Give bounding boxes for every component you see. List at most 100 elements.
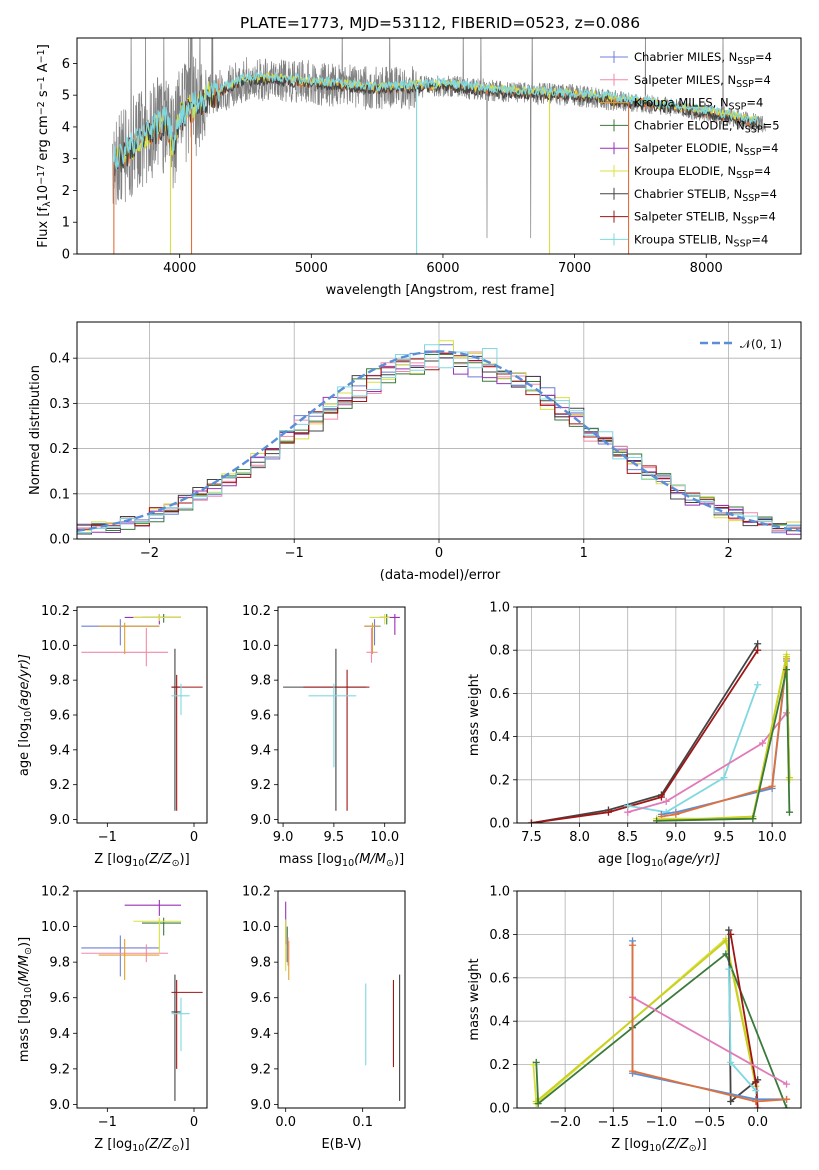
x-axis-label: (data-model)/error [380,568,501,583]
x-tick-label: −1 [98,1115,117,1130]
mass-weight-series-line [531,649,759,823]
mass-weight-series-line [631,945,787,1103]
y-axis-label: mass weight [467,958,482,1040]
mass-weight-marker [785,808,793,816]
mass-weight-marker [783,1095,791,1103]
mass-weight-marker [752,1097,760,1105]
mass-weight-marker [672,810,680,818]
y-tick-label: 9.4 [250,743,271,758]
legend-entry: Chabrier MILES, NSSP=4 [634,50,772,67]
mass-weight-series-line [632,996,788,1085]
y-tick-label: 9.6 [250,991,271,1006]
mass-weight-marker [754,640,762,648]
y-tick-label: 3 [62,152,70,167]
mass-weight-marker [720,774,728,782]
mass-weight-marker [662,797,670,805]
mass-weight-marker [749,815,757,823]
x-tick-label: −1.0 [646,1115,678,1130]
y-tick-label: 0.8 [489,928,510,943]
y-tick-label: 10.0 [41,920,70,935]
x-tick-label: 8.5 [617,830,638,845]
axes-frame [516,890,802,1109]
y-axis-label: Normed distribution [28,365,43,495]
x-tick-label: 0.0 [275,1115,296,1130]
x-tick-label: 0.0 [747,1115,768,1130]
y-tick-label: 0.3 [49,397,70,412]
y-tick-label: 9.4 [250,1027,271,1042]
x-tick-label: 5000 [295,261,328,276]
y-tick-label: 9.0 [250,813,271,828]
mass-weight-marker [532,1058,540,1066]
axes-frame [76,37,802,255]
figure-title: PLATE=1773, MJD=53112, FIBERID=0523, z=0… [240,14,640,32]
mass-weight-marker [783,1104,791,1108]
mass-weight-marker [727,1058,735,1066]
mass-vs-metallicity-panel: −1 0 9.0 9.2 9.4 9.6 9.8 10.0 10.2 Z [log10(Z/Z⊙)… [17,885,208,1154]
x-axis-label: Z [log10(Z/Z⊙)] [94,852,189,869]
y-tick-label: 9.8 [49,674,70,689]
y-tick-label: 6 [62,57,70,72]
x-tick-label: −1 [98,830,117,845]
y-tick-label: 0.4 [49,352,70,367]
y-tick-label: 5 [62,89,70,104]
mass-weight-marker [754,646,762,654]
mass-weight-marker [783,1080,791,1088]
mass-weight-marker [727,930,735,938]
y-tick-label: 9.0 [250,1098,271,1113]
x-tick-label: 6000 [426,261,459,276]
x-tick-label: 0 [190,1115,198,1130]
x-tick-label: 8.0 [569,830,590,845]
y-tick-label: 9.4 [49,743,70,758]
x-tick-label: −2 [140,546,159,561]
x-tick-label: 9.5 [714,830,735,845]
x-tick-label: 9.0 [666,830,687,845]
mass-weight-marker [629,1067,637,1075]
y-tick-label: 1.0 [489,885,510,900]
y-tick-label: 9.0 [49,1098,70,1113]
y-tick-label: 9.8 [49,956,70,971]
y-tick-label: 9.0 [49,813,70,828]
mass-weight-marker [752,1078,760,1086]
y-tick-label: 0 [62,248,70,263]
y-tick-label: 0.6 [489,687,510,702]
legend-entry: Salpeter MILES, NSSP=4 [634,73,771,90]
y-tick-label: 9.2 [49,1062,70,1077]
y-tick-label: 1 [62,216,70,231]
x-tick-label: 8000 [690,261,723,276]
age-vs-metallicity-panel: −1 0 9.0 9.2 9.4 9.6 9.8 10.0 10.2 Z [log10(Z/Z⊙)… [17,604,208,869]
mass-weight-series-line [627,712,788,814]
y-tick-label: 10.0 [41,639,70,654]
x-axis-label: mass [log10(M/M⊙)] [279,852,404,869]
x-axis-label: wavelength [Angstrom, rest frame] [326,283,555,298]
spectrum-panel: 4000 5000 6000 7000 8000 0 1 2 3 4 5 6 wavelength [A… [36,37,802,298]
y-axis-label: mass weight [467,674,482,756]
model-spectrum-line [113,75,759,176]
x-tick-label: 10.0 [370,830,399,845]
y-tick-label: 10.2 [242,604,271,619]
y-axis-label: Flux [fλ10−17 erg cm−2 s−1 A−1] [36,44,53,248]
mass-weight-marker [783,653,791,661]
mass-vs-extinction-panel: 0.0 0.1 9.0 9.2 9.4 9.6 9.8 10.0 10.2 E(B-V) [242,885,406,1152]
mass-weight-marker [527,819,535,823]
mass-weight-series-line [627,684,759,814]
residual-histogram-step [77,344,801,534]
legend-entry: Kroupa MILES, NSSP=4 [634,96,763,113]
mass-weight-series-line [531,643,759,823]
x-tick-label: 1 [580,546,588,561]
model-spectrum-line [113,71,759,170]
mass-weight-marker [624,802,632,810]
y-tick-label: 10.2 [41,604,70,619]
x-tick-label: −2.0 [549,1115,581,1130]
y-tick-label: 0.8 [489,644,510,659]
y-tick-label: 0.0 [489,1102,510,1117]
mass-weight-marker [758,739,766,747]
legend-entry: Kroupa STELIB, NSSP=4 [634,232,768,249]
mass-weight-marker [624,808,632,816]
weight-vs-metallicity-panel: −2.0 −1.5 −1.0 −0.5 0.0 0.0 0.2 0.4 0.6 0.8 1.0 Z [… [467,885,802,1154]
y-tick-label: 9.6 [49,709,70,724]
y-tick-label: 10.0 [242,920,271,935]
x-axis-label: E(B-V) [321,1137,361,1152]
axes-frame [277,890,406,1109]
y-tick-label: 0.4 [489,730,510,745]
y-tick-label: 9.2 [49,778,70,793]
